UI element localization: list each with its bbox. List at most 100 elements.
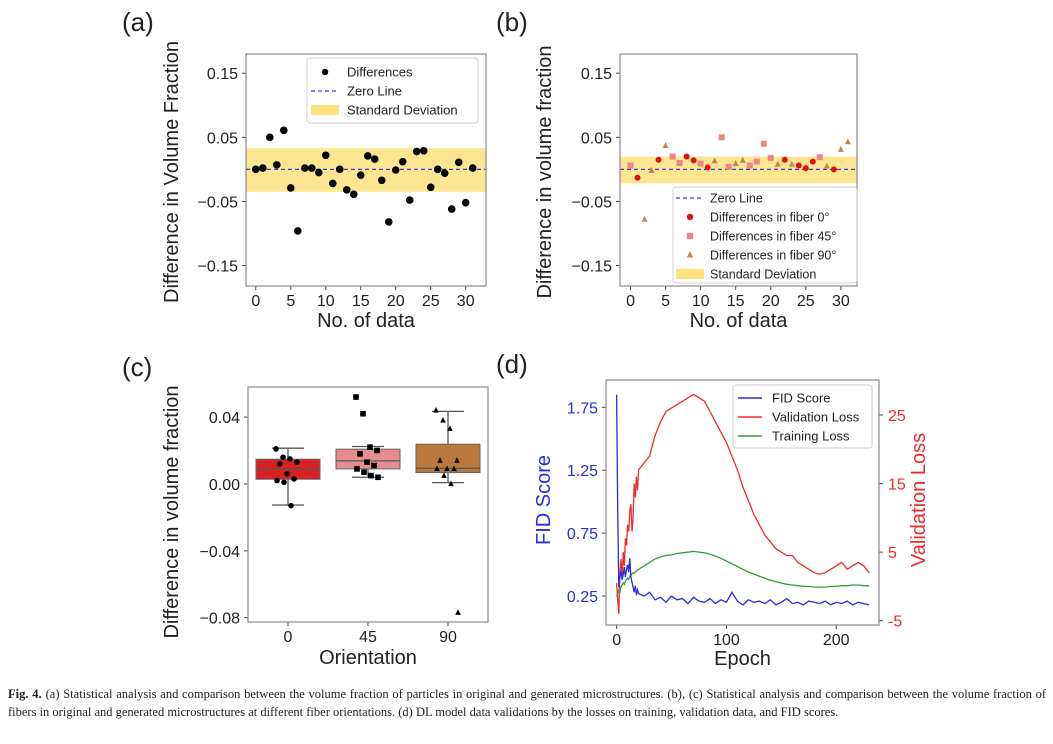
- caption-text: (a) Statistical analysis and comparison …: [8, 687, 1046, 719]
- data-point: [357, 451, 363, 457]
- x-tick-label: 15: [727, 293, 745, 310]
- x-tick-label: 25: [797, 293, 815, 310]
- data-point: [356, 171, 365, 179]
- x-axis-label: No. of data: [690, 310, 789, 332]
- data-point: [370, 155, 379, 163]
- x-axis-label: Orientation: [319, 647, 417, 669]
- y-tick-label: 1.25: [567, 463, 598, 480]
- panel-label: (b): [496, 7, 528, 37]
- data-point: [837, 145, 844, 152]
- legend-frame: [306, 57, 479, 124]
- legend-frame: [672, 186, 858, 284]
- data-point: [844, 138, 851, 145]
- figure-4: (a) Difference in Volume Fraction No. of d…: [122, 7, 930, 670]
- data-point: [307, 164, 316, 172]
- legend-label: FID Score: [772, 391, 831, 406]
- data-point: [354, 466, 360, 472]
- data-point: [384, 218, 393, 226]
- y-tick-label: −0.15: [198, 258, 239, 275]
- data-point: [335, 165, 344, 174]
- x-tick-label: 0: [284, 629, 293, 646]
- data-point: [788, 160, 795, 167]
- data-point: [294, 459, 300, 466]
- legend-label: Zero Line: [347, 84, 402, 99]
- data-point: [419, 146, 428, 155]
- data-point: [641, 215, 648, 222]
- data-point: [441, 472, 447, 478]
- y-tick-label: 1.75: [567, 400, 598, 417]
- chart-panel-b: (b) Difference in volume fraction No. of d…: [496, 7, 858, 332]
- data-point: [360, 410, 366, 417]
- data-point: [433, 407, 439, 413]
- y-tick-label: 0.75: [567, 526, 598, 543]
- data-point: [440, 169, 449, 178]
- x-tick-label: 0: [251, 293, 260, 310]
- data-point: [273, 446, 279, 452]
- data-point: [280, 454, 286, 460]
- data-point: [277, 461, 283, 467]
- box-45: [335, 448, 401, 470]
- legend-frame: [732, 384, 873, 449]
- data-point: [444, 465, 450, 472]
- data-point: [375, 474, 381, 481]
- data-point: [802, 165, 809, 172]
- data-point: [364, 459, 370, 466]
- x-tick-label: 90: [439, 629, 457, 646]
- figure-caption: Fig. 4. (a) Statistical analysis and comp…: [8, 686, 1046, 721]
- data-point: [725, 163, 732, 170]
- data-point: [454, 158, 463, 167]
- x-tick-label: 20: [387, 293, 405, 310]
- y-tick-label-right: 25: [888, 408, 906, 425]
- data-point: [353, 394, 359, 400]
- data-point: [669, 153, 676, 160]
- y-tick-label: 0.00: [209, 477, 240, 494]
- legend-label: Differences: [347, 65, 413, 80]
- data-point: [284, 471, 290, 477]
- legend: Differences Zero Line Standard Deviation: [306, 57, 479, 124]
- x-tick-label: 5: [286, 293, 295, 310]
- data-point: [279, 126, 288, 135]
- chart-panel-d: (d) FID Score Validation Loss Epoch 0.25 0.75…: [496, 349, 930, 670]
- y-tick-label: 0.15: [581, 66, 612, 83]
- data-point: [648, 167, 655, 174]
- data-point: [690, 157, 697, 164]
- chart-panel-c: (c) Difference in volume fraction Orientat…: [122, 352, 489, 669]
- y-axis-label-right: Validation Loss: [908, 433, 930, 567]
- data-point: [349, 190, 358, 199]
- y-tick-label: −0.08: [200, 611, 241, 628]
- data-point: [412, 147, 421, 156]
- data-point: [342, 186, 351, 194]
- plot-frame: [245, 53, 487, 287]
- y-axis-label: FID Score: [533, 455, 555, 545]
- data-point: [767, 154, 774, 161]
- data-point: [781, 156, 788, 163]
- y-tick-label: 0.05: [581, 130, 612, 147]
- data-point: [272, 161, 281, 169]
- y-tick-label: −0.15: [572, 258, 613, 275]
- y-tick-label: 0.15: [207, 66, 238, 83]
- panel-label: (d): [496, 349, 528, 379]
- data-point: [454, 457, 460, 463]
- data-point: [440, 417, 446, 423]
- data-point: [377, 176, 386, 185]
- legend-label: Differences in fiber 45°: [710, 230, 836, 244]
- legend-band-swatch: [676, 269, 704, 279]
- data-point: [704, 164, 711, 171]
- data-point: [321, 151, 330, 160]
- data-point: [746, 162, 753, 169]
- x-tick-label: 30: [832, 293, 850, 310]
- data-point: [830, 166, 837, 173]
- x-tick-label: 200: [823, 632, 850, 649]
- data-point: [447, 205, 456, 213]
- y-tick-label: 0.04: [209, 410, 240, 427]
- data-point: [281, 479, 287, 486]
- data-point: [258, 164, 267, 172]
- data-point: [300, 164, 309, 172]
- data-point: [634, 174, 641, 181]
- data-point: [468, 164, 477, 172]
- legend: Zero Line Differences in fiber 0° Differen…: [672, 186, 858, 284]
- legend-marker: [321, 68, 329, 76]
- y-tick-label: 0.25: [567, 589, 598, 606]
- y-tick-label-right: 15: [888, 477, 906, 494]
- data-point: [286, 184, 295, 192]
